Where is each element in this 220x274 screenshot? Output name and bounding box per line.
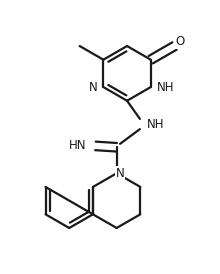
- Text: O: O: [176, 35, 185, 48]
- Text: NH: NH: [157, 81, 174, 93]
- Text: HN: HN: [69, 139, 87, 152]
- Text: N: N: [89, 81, 97, 93]
- Text: N: N: [116, 167, 125, 180]
- Text: NH: NH: [147, 118, 164, 130]
